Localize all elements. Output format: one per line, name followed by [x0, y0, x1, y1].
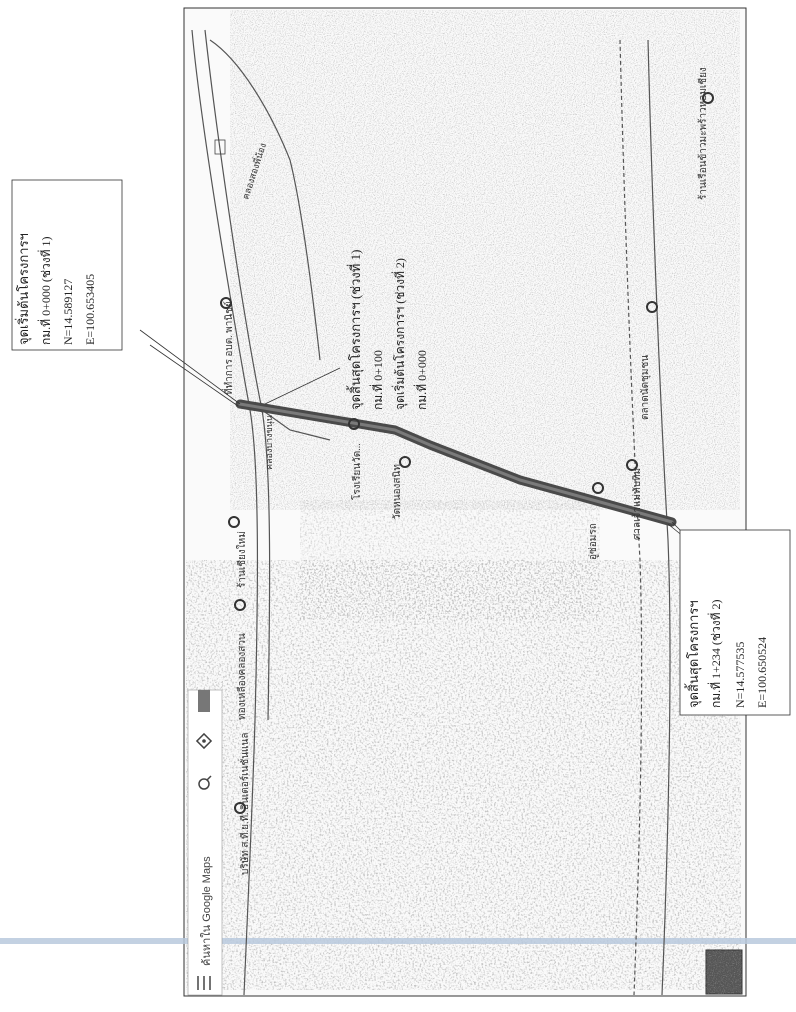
middle-line-4: กม.ที่ 0+000 [413, 350, 429, 410]
place-marker[interactable]: โรงเรียนวัด... [348, 418, 363, 500]
layer-swatch[interactable] [198, 690, 210, 712]
end-line-4: E=100.650524 [755, 637, 769, 708]
end-line-1: จุดสิ้นสุดโครงการฯ [684, 600, 702, 708]
place-markers: ที่ทำการ อบต. พานิชย์ โรงเรียนวัด... วัด… [220, 67, 714, 875]
place-label: อู่ซ่อมรถ [588, 523, 599, 560]
search-bar[interactable]: ค้นหาใน Google Maps [187, 689, 223, 996]
map-pin-icon [702, 92, 714, 104]
start-line-2: กม.ที่ 0+000 (ช่วงที่ 1) [37, 236, 53, 345]
place-label: ร้านเชียงใหม่ [236, 531, 248, 588]
map-scale-marker [214, 139, 226, 155]
end-line-2: กม.ที่ 1+234 (ช่วงที่ 2) [707, 599, 723, 708]
terrain-texture [186, 10, 741, 990]
map-pin-icon [399, 456, 411, 468]
layers-thumbnail[interactable] [705, 949, 743, 995]
place-label: ร้านเรือนข้าวมะพร้าวหอมเชียง [697, 67, 709, 200]
place-label: ตลาดนัดชุมชน [640, 355, 651, 420]
map-pin-icon [646, 301, 658, 313]
search-icon[interactable] [198, 775, 212, 790]
directions-icon[interactable] [195, 732, 213, 750]
place-marker[interactable]: ศาลเจ้าแม่ทับทิม [626, 459, 643, 540]
place-label: บริษัท ส.ที.ย.ที. อินเตอร์เนชั่นแนล [237, 733, 251, 875]
map-pin-icon [234, 599, 246, 611]
map-pin-icon [592, 482, 604, 494]
middle-line-3: จุดเริ่มต้นโครงการฯ (ช่วงที่ 2) [391, 258, 408, 410]
map-pin-icon [234, 802, 246, 814]
start-line-3: N=14.589127 [61, 279, 75, 345]
map-pin-icon [626, 459, 638, 471]
place-marker[interactable]: ร้านเรือนข้าวมะพร้าวหอมเชียง [697, 67, 714, 200]
place-marker[interactable]: ทองเหลืองคลองสวน [234, 599, 248, 720]
place-marker[interactable]: ที่ทำการ อบต. พานิชย์ [220, 297, 235, 395]
end-callout: จุดสิ้นสุดโครงการฯ กม.ที่ 1+234 (ช่วงที่… [679, 529, 791, 716]
place-marker[interactable]: ตลาดนัดชุมชน [640, 301, 658, 420]
place-label: วัดหนองสนิท [392, 464, 403, 520]
middle-callout: จุดสิ้นสุดโครงการฯ (ช่วงที่ 1) กม.ที่ 0+… [346, 250, 429, 410]
place-marker[interactable]: บริษัท ส.ที.ย.ที. อินเตอร์เนชั่นแนล [234, 733, 251, 875]
start-callout: จุดเริ่มต้นโครงการฯ กม.ที่ 0+000 (ช่วงที… [11, 179, 123, 351]
map-pin-icon [220, 297, 232, 309]
search-input[interactable]: ค้นหาใน Google Maps [200, 856, 213, 966]
place-label: ที่ทำการ อบต. พานิชย์ [221, 301, 235, 395]
place-label: โรงเรียนวัด... [350, 443, 363, 500]
place-label: ทองเหลืองคลองสวน [236, 633, 248, 720]
map-pin-icon [348, 418, 360, 430]
place-marker[interactable]: ร้านเชียงใหม่ [228, 516, 248, 588]
road-label: คลองบางขนุน [264, 415, 275, 470]
place-marker[interactable]: อู่ซ่อมรถ [588, 482, 604, 560]
start-line-4: E=100.653405 [83, 274, 97, 345]
middle-line-2: กม.ที่ 0+100 [369, 350, 385, 410]
scan-band [0, 938, 796, 944]
hamburger-menu-icon[interactable] [197, 976, 211, 990]
start-line-1: จุดเริ่มต้นโครงการฯ [15, 233, 32, 345]
end-line-3: N=14.577535 [733, 642, 747, 708]
place-label: ศาลเจ้าแม่ทับทิม [631, 468, 643, 540]
place-marker[interactable]: วัดหนองสนิท [392, 456, 411, 520]
map-pin-icon [228, 516, 240, 528]
middle-line-1: จุดสิ้นสุดโครงการฯ (ช่วงที่ 1) [346, 250, 364, 410]
